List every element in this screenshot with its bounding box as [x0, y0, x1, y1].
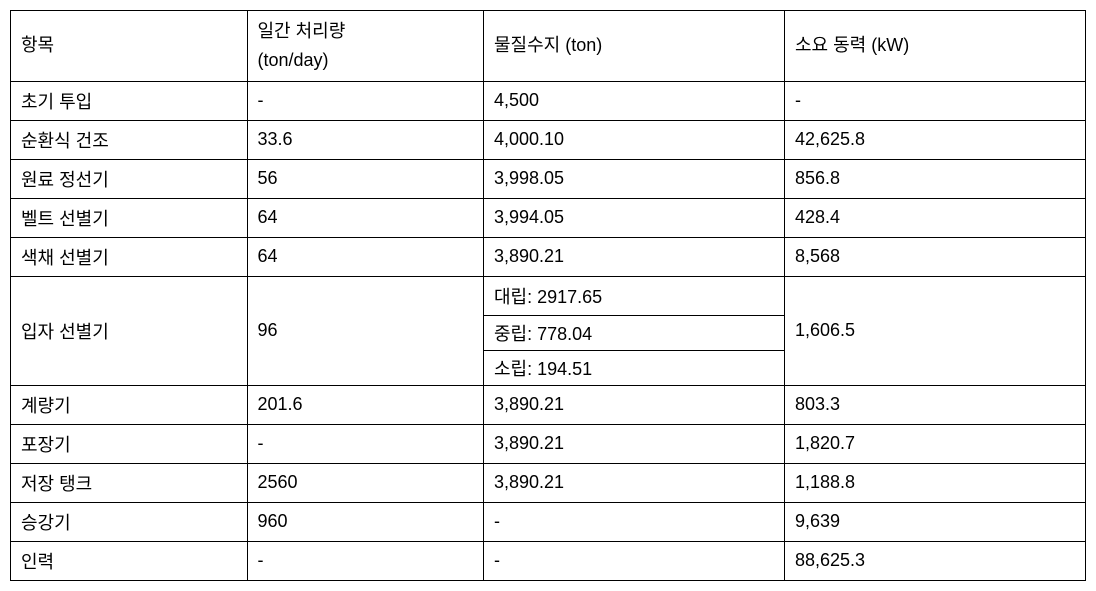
header-balance: 물질수지 (ton) — [484, 11, 785, 82]
cell-item: 승강기 — [11, 502, 248, 541]
header-power: 소요 동력 (kW) — [785, 11, 1086, 82]
cell-power: 428.4 — [785, 198, 1086, 237]
cell-power: 42,625.8 — [785, 120, 1086, 159]
table-row: 저장 탱크 2560 3,890.21 1,188.8 — [11, 463, 1086, 502]
cell-item: 색채 선별기 — [11, 237, 248, 276]
cell-daily: - — [247, 541, 484, 580]
particle-separator-row: 입자 선별기 96 대립: 2917.65 1,606.5 — [11, 276, 1086, 315]
cell-daily: 960 — [247, 502, 484, 541]
cell-daily: 64 — [247, 237, 484, 276]
cell-item: 순환식 건조 — [11, 120, 248, 159]
cell-power: 856.8 — [785, 159, 1086, 198]
cell-balance: 3,890.21 — [484, 237, 785, 276]
header-daily: 일간 처리량(ton/day) — [247, 11, 484, 82]
cell-balance: - — [484, 541, 785, 580]
cell-daily: 2560 — [247, 463, 484, 502]
cell-balance-small: 소립: 194.51 — [484, 350, 785, 385]
cell-power: 8,568 — [785, 237, 1086, 276]
cell-daily: 64 — [247, 198, 484, 237]
table-row: 인력 - - 88,625.3 — [11, 541, 1086, 580]
cell-balance: 3,890.21 — [484, 463, 785, 502]
cell-item: 벨트 선별기 — [11, 198, 248, 237]
table-row: 승강기 960 - 9,639 — [11, 502, 1086, 541]
cell-balance: 4,000.10 — [484, 120, 785, 159]
cell-power: 9,639 — [785, 502, 1086, 541]
cell-balance: 3,890.21 — [484, 424, 785, 463]
header-row: 항목 일간 처리량(ton/day) 물질수지 (ton) 소요 동력 (kW) — [11, 11, 1086, 82]
cell-item: 입자 선별기 — [11, 276, 248, 385]
process-table: 항목 일간 처리량(ton/day) 물질수지 (ton) 소요 동력 (kW)… — [10, 10, 1086, 581]
cell-item: 계량기 — [11, 385, 248, 424]
cell-balance: 4,500 — [484, 81, 785, 120]
cell-power: 1,606.5 — [785, 276, 1086, 385]
cell-balance: 3,890.21 — [484, 385, 785, 424]
cell-daily: - — [247, 81, 484, 120]
cell-power: - — [785, 81, 1086, 120]
cell-daily: - — [247, 424, 484, 463]
table-body: 초기 투입 - 4,500 - 순환식 건조 33.6 4,000.10 42,… — [11, 81, 1086, 580]
cell-item: 포장기 — [11, 424, 248, 463]
table-row: 벨트 선별기 64 3,994.05 428.4 — [11, 198, 1086, 237]
table-row: 초기 투입 - 4,500 - — [11, 81, 1086, 120]
cell-power: 803.3 — [785, 385, 1086, 424]
cell-item: 초기 투입 — [11, 81, 248, 120]
cell-balance: 3,998.05 — [484, 159, 785, 198]
cell-daily: 56 — [247, 159, 484, 198]
cell-daily: 201.6 — [247, 385, 484, 424]
cell-item: 원료 정선기 — [11, 159, 248, 198]
table-row: 순환식 건조 33.6 4,000.10 42,625.8 — [11, 120, 1086, 159]
cell-power: 1,820.7 — [785, 424, 1086, 463]
header-item: 항목 — [11, 11, 248, 82]
cell-daily: 96 — [247, 276, 484, 385]
table-row: 계량기 201.6 3,890.21 803.3 — [11, 385, 1086, 424]
cell-item: 저장 탱크 — [11, 463, 248, 502]
cell-balance: - — [484, 502, 785, 541]
cell-balance-medium: 중립: 778.04 — [484, 315, 785, 350]
cell-daily: 33.6 — [247, 120, 484, 159]
table-row: 원료 정선기 56 3,998.05 856.8 — [11, 159, 1086, 198]
table-row: 포장기 - 3,890.21 1,820.7 — [11, 424, 1086, 463]
cell-balance: 3,994.05 — [484, 198, 785, 237]
cell-power: 88,625.3 — [785, 541, 1086, 580]
cell-power: 1,188.8 — [785, 463, 1086, 502]
table-row: 색채 선별기 64 3,890.21 8,568 — [11, 237, 1086, 276]
cell-balance-large: 대립: 2917.65 — [484, 276, 785, 315]
cell-item: 인력 — [11, 541, 248, 580]
